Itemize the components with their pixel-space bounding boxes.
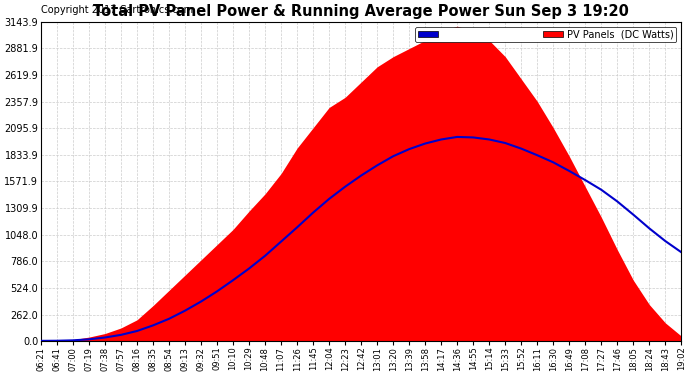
Text: Copyright 2017 Cartronics.com: Copyright 2017 Cartronics.com — [41, 5, 193, 15]
Legend: Average  (DC Watts), PV Panels  (DC Watts): Average (DC Watts), PV Panels (DC Watts) — [415, 27, 676, 42]
Title: Total PV Panel Power & Running Average Power Sun Sep 3 19:20: Total PV Panel Power & Running Average P… — [93, 4, 629, 19]
